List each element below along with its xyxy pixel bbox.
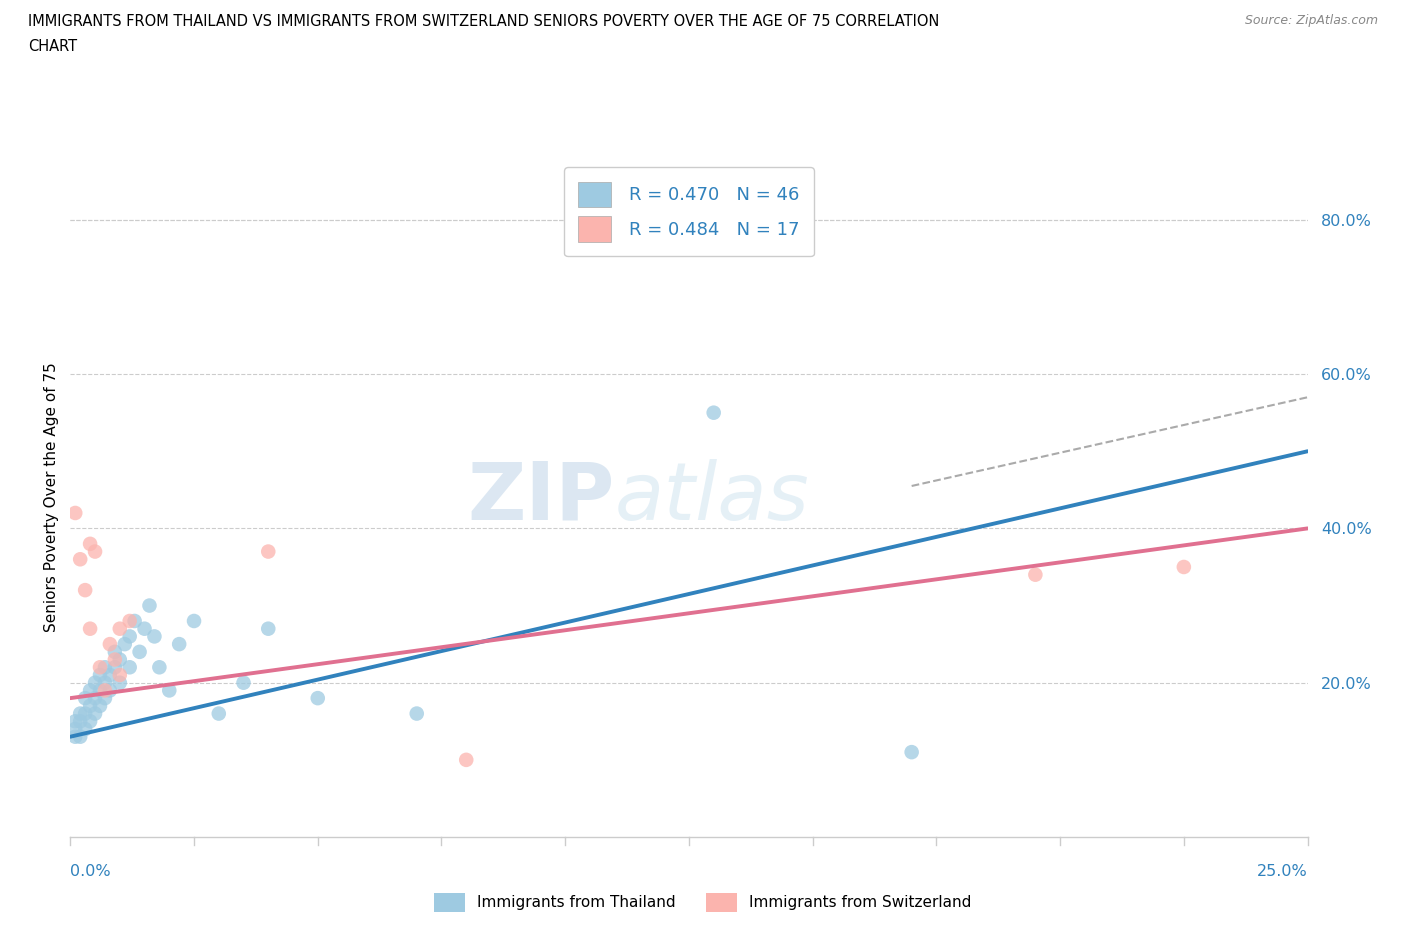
Point — [108, 621, 131, 636]
Point — [157, 683, 180, 698]
Point — [1173, 560, 1195, 575]
Point — [108, 652, 131, 667]
Point — [69, 706, 91, 721]
Point — [89, 668, 111, 683]
Point — [257, 544, 280, 559]
Point — [118, 660, 141, 675]
Point — [89, 698, 111, 713]
Text: 0.0%: 0.0% — [70, 864, 111, 879]
Point — [232, 675, 254, 690]
Point — [89, 683, 111, 698]
Point — [89, 660, 111, 675]
Point — [79, 683, 101, 698]
Text: Source: ZipAtlas.com: Source: ZipAtlas.com — [1244, 14, 1378, 27]
Point — [69, 714, 91, 729]
Point — [257, 621, 280, 636]
Point — [104, 644, 127, 659]
Point — [138, 598, 160, 613]
Legend: Immigrants from Thailand, Immigrants from Switzerland: Immigrants from Thailand, Immigrants fro… — [429, 887, 977, 918]
Point — [84, 675, 107, 690]
Point — [65, 714, 87, 729]
Point — [143, 629, 166, 644]
Point — [114, 637, 136, 652]
Point — [108, 675, 131, 690]
Point — [94, 675, 117, 690]
Point — [65, 729, 87, 744]
Point — [118, 629, 141, 644]
Point — [456, 752, 478, 767]
Point — [183, 614, 205, 629]
Point — [84, 544, 107, 559]
Point — [98, 637, 121, 652]
Point — [167, 637, 190, 652]
Point — [75, 583, 97, 598]
Point — [75, 722, 97, 737]
Point — [148, 660, 170, 675]
Point — [84, 691, 107, 706]
Point — [94, 691, 117, 706]
Point — [65, 506, 87, 521]
Point — [108, 668, 131, 683]
Point — [79, 698, 101, 713]
Point — [104, 652, 127, 667]
Point — [124, 614, 146, 629]
Point — [104, 660, 127, 675]
Point — [84, 706, 107, 721]
Point — [118, 614, 141, 629]
Point — [208, 706, 231, 721]
Point — [128, 644, 150, 659]
Point — [69, 729, 91, 744]
Point — [79, 714, 101, 729]
Point — [405, 706, 427, 721]
Point — [1024, 567, 1046, 582]
Point — [307, 691, 329, 706]
Point — [94, 660, 117, 675]
Y-axis label: Seniors Poverty Over the Age of 75: Seniors Poverty Over the Age of 75 — [44, 363, 59, 632]
Text: 25.0%: 25.0% — [1257, 864, 1308, 879]
Point — [703, 405, 725, 420]
Text: ZIP: ZIP — [467, 458, 614, 537]
Point — [900, 745, 922, 760]
Point — [79, 621, 101, 636]
Point — [69, 551, 91, 566]
Point — [94, 683, 117, 698]
Point — [134, 621, 156, 636]
Point — [98, 668, 121, 683]
Point — [75, 691, 97, 706]
Point — [98, 683, 121, 698]
Text: atlas: atlas — [614, 458, 810, 537]
Text: CHART: CHART — [28, 39, 77, 54]
Point — [75, 706, 97, 721]
Text: IMMIGRANTS FROM THAILAND VS IMMIGRANTS FROM SWITZERLAND SENIORS POVERTY OVER THE: IMMIGRANTS FROM THAILAND VS IMMIGRANTS F… — [28, 14, 939, 29]
Point — [79, 537, 101, 551]
Point — [65, 722, 87, 737]
Legend: R = 0.470   N = 46, R = 0.484   N = 17: R = 0.470 N = 46, R = 0.484 N = 17 — [564, 167, 814, 256]
